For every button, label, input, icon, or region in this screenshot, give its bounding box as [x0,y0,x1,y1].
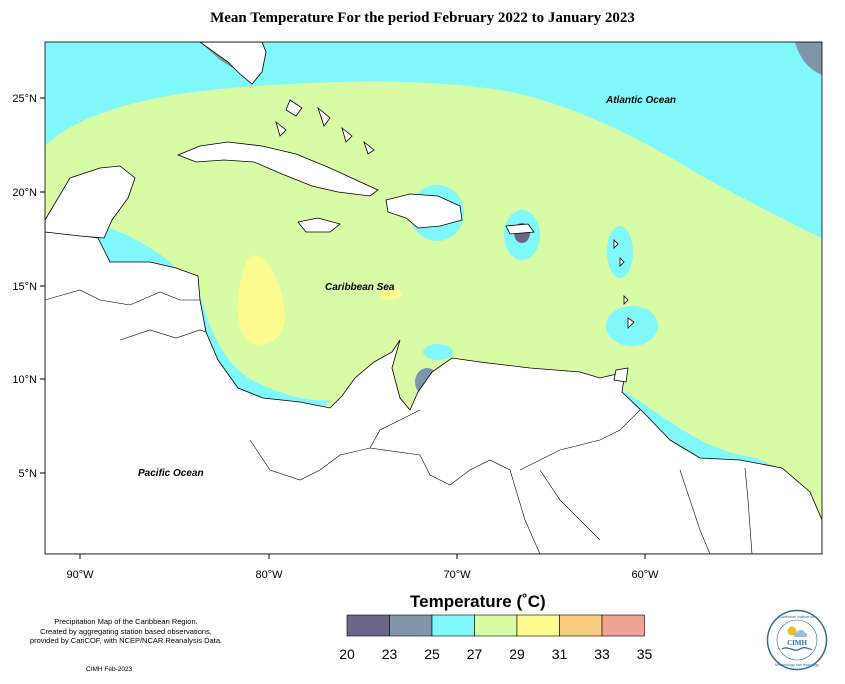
pacific-ocean-label: Pacific Ocean [138,468,204,479]
island-bahamas-5 [363,140,375,155]
note-line: Created by aggregating station based obs… [40,626,212,636]
legend-tick-label: 31 [552,646,568,662]
lon-axis: 90°W 80°W 70°W 60°W [66,554,659,581]
land-yucatan [45,165,136,239]
legend-tick-label: 35 [637,646,653,662]
temp-zone-lesser-antilles [607,226,633,278]
temp-zone-barbados [606,306,658,346]
temp-zone-cool-corner [795,42,822,75]
caribbean-sea-label: Caribbean Sea [325,282,395,293]
legend-swatch [601,614,645,637]
lon-tick-label: 70°W [443,569,471,581]
island-lesser-4 [627,317,635,329]
island-cuba [176,141,379,197]
country-borders [45,289,753,554]
island-bahamas-4 [275,120,287,137]
legend-tick-label: 29 [509,646,525,662]
legend-swatch [516,614,560,637]
legend-tick-label: 20 [339,646,355,662]
legend-tick-label: 33 [594,646,610,662]
lat-tick-label: 5°N [19,468,38,480]
island-trinidad [613,367,629,383]
lat-tick-label: 15°N [12,281,37,293]
legend-swatch [346,614,390,637]
legend-tick-label: 27 [467,646,483,662]
map-title: Mean Temperature For the period February… [210,10,635,26]
lat-tick-label: 20°N [12,187,37,199]
cimh-logo: CIMH Caribbean Institute for Meteorology… [766,609,828,671]
island-lesser-2 [619,257,625,267]
lat-tick-label: 25°N [12,93,37,105]
lon-tick-label: 80°W [255,569,283,581]
legend-swatch [474,614,518,637]
note-line: Precipitation Map of the Caribbean Regio… [54,617,198,626]
temp-zone-29-31-small [380,288,402,300]
temp-zone-29-31 [237,255,286,345]
island-bahamas-2 [317,106,331,127]
wave-icon [781,646,813,651]
islands [176,99,635,383]
cloud-icon [793,630,808,637]
temperature-legend: 20 23 25 27 29 31 33 35 [339,614,653,662]
island-jamaica [297,217,341,233]
lat-tick-label: 10°N [12,374,37,386]
island-lesser-1 [613,239,619,249]
map-notes: Precipitation Map of the Caribbean Regio… [10,617,242,646]
legend-title: Temperature (˚C) [410,592,546,611]
atlantic-ocean-label: Atlantic Ocean [605,95,676,106]
land-florida [199,42,267,85]
island-bahamas-1 [285,99,303,117]
lat-axis: 25°N 20°N 15°N 10°N 5°N [12,93,45,480]
logo-ring-bottom: Meteorology and Hydrology [775,663,819,667]
legend-tick-label: 25 [424,646,440,662]
logo-ring-top: Caribbean Institute for [779,615,815,619]
island-bahamas-3 [341,126,353,143]
island-hispaniola [385,193,463,229]
map-frame [44,41,823,555]
legend-tick-label: 23 [382,646,398,662]
logo-name: CIMH [787,639,807,647]
land-central-america [45,231,822,554]
lon-tick-label: 90°W [66,569,94,581]
lon-tick-label: 60°W [631,569,659,581]
legend-swatch [559,614,603,637]
note-line: provided by CariCOF, with NCEP/NCAR Rean… [29,636,223,645]
credit-text: CIMH Feb-2023 [86,666,133,673]
legend-swatch [389,614,433,637]
island-puerto-rico [505,223,535,235]
sun-icon [787,626,797,636]
island-lesser-3 [623,295,629,305]
legend-swatch [431,614,475,637]
temp-zone-venezuela-coast [423,344,453,360]
land-masses [45,42,822,554]
